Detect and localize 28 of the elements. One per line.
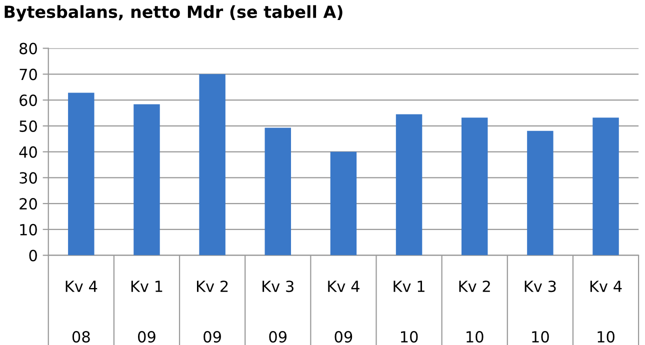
chart-title: Bytesbalans, netto Mdr (se tabell A) [4, 5, 342, 22]
bar [330, 152, 357, 256]
y-tick-label: 70 [20, 68, 37, 80]
y-tick-label: 40 [19, 146, 37, 158]
y-tick-label: 30 [20, 172, 37, 184]
bar [462, 118, 488, 256]
bar [527, 130, 554, 256]
category-label: Kv 3 09 [262, 280, 294, 343]
y-tick-label: 10 [20, 224, 37, 236]
bar [396, 114, 422, 256]
y-tick-label: 0 [29, 250, 37, 262]
y-tick-label: 20 [20, 198, 37, 210]
bar [134, 104, 160, 256]
y-tick-label: 60 [20, 94, 37, 106]
category-label: Kv 2 09 [196, 280, 228, 343]
category-label: Kv 1 09 [131, 280, 162, 343]
bar [592, 118, 619, 256]
bar [68, 92, 94, 256]
category-label: Kv 4 09 [328, 280, 360, 343]
category-label: Kv 4 08 [66, 280, 98, 343]
category-label: Kv 2 10 [459, 280, 490, 343]
category-label: Kv 1 10 [394, 280, 424, 343]
bar [264, 128, 292, 256]
y-tick-label: 80 [20, 42, 37, 54]
category-label: Kv 4 10 [590, 280, 622, 343]
y-tick-label: 50 [20, 120, 37, 132]
bar [199, 74, 226, 256]
category-label: Kv 3 10 [524, 280, 556, 343]
